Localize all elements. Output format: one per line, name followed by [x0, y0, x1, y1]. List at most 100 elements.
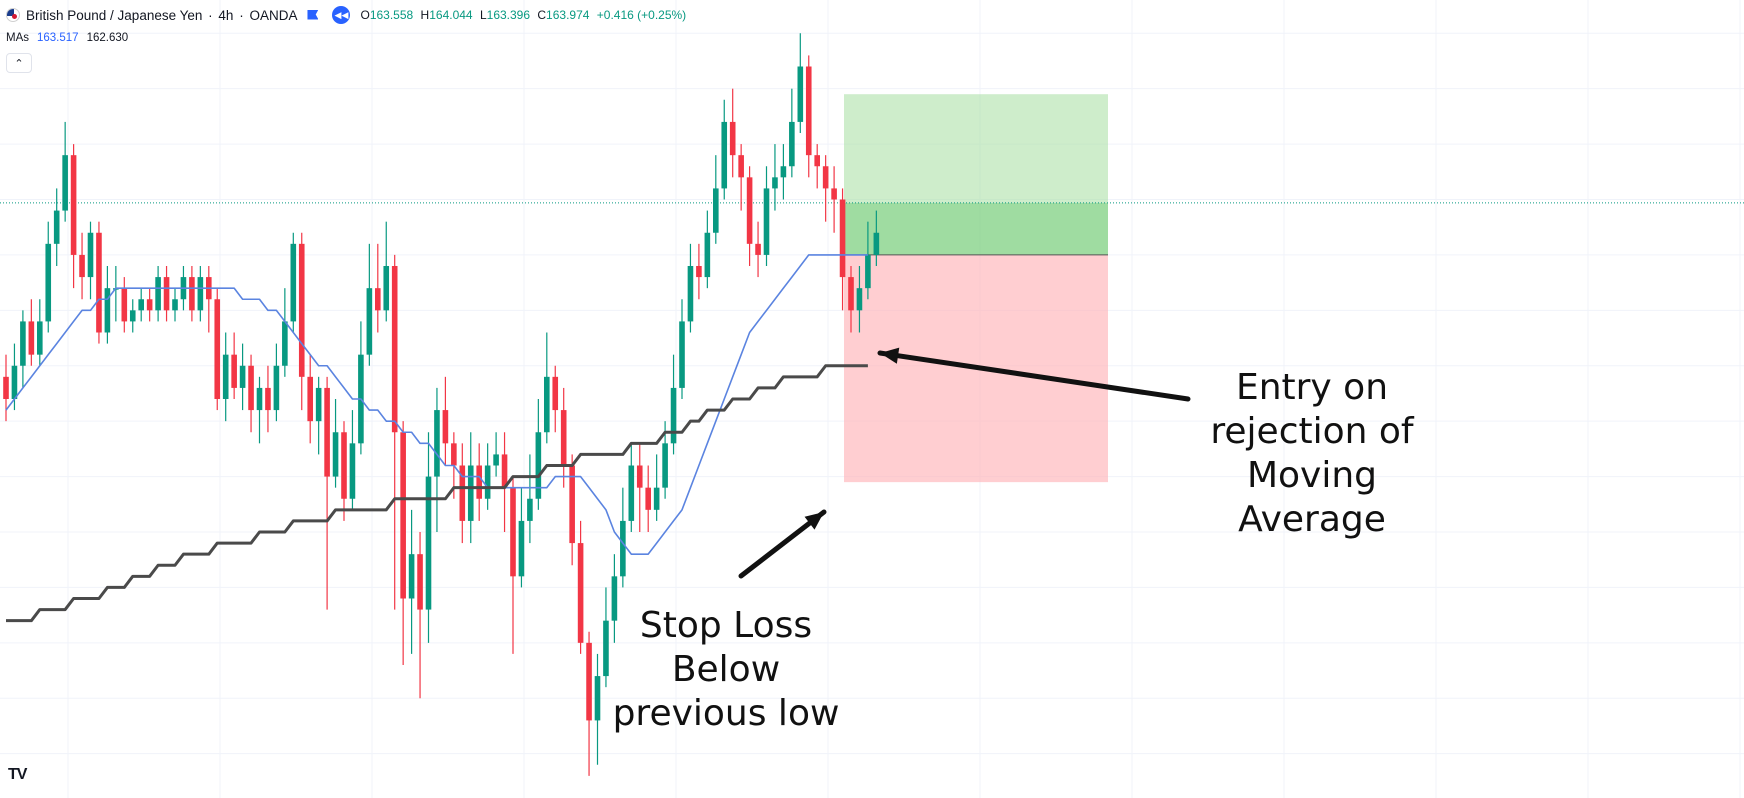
candle-body — [28, 321, 35, 355]
candle — [315, 376, 322, 455]
candle — [375, 243, 381, 333]
candle-body — [797, 66, 804, 122]
candle — [527, 454, 533, 544]
candle-body — [324, 387, 330, 477]
candle — [510, 476, 516, 654]
candle-body — [155, 277, 161, 311]
candle-body — [636, 465, 643, 488]
candle-body — [197, 277, 204, 311]
candle-body — [814, 155, 820, 167]
candle — [383, 221, 390, 322]
candle-body — [848, 277, 854, 311]
candle-body — [425, 476, 432, 610]
open-profit-zone — [844, 202, 1108, 255]
candle — [391, 254, 398, 610]
annotation-arrows — [738, 347, 1191, 579]
candle-body — [273, 365, 280, 411]
candle-body — [434, 410, 440, 477]
candle-body — [400, 432, 406, 599]
candle — [814, 144, 820, 189]
candle-body — [560, 410, 567, 466]
candle-body — [298, 243, 305, 377]
candle — [729, 88, 736, 178]
candle-body — [451, 443, 457, 466]
candle — [53, 188, 60, 266]
candle-body — [70, 155, 77, 255]
candle — [206, 266, 212, 333]
candle — [839, 188, 846, 311]
candle-body — [11, 365, 18, 399]
candle-body — [96, 232, 102, 333]
candle-body — [121, 288, 128, 322]
candle-body — [780, 166, 787, 178]
entry-annotation-line: Moving — [1246, 455, 1378, 496]
candle-body — [332, 432, 339, 477]
candle-body — [653, 487, 660, 510]
candle — [172, 288, 178, 322]
candle-body — [172, 299, 178, 311]
candle — [222, 332, 229, 422]
change-value: +0.416 (+0.25%) — [596, 8, 687, 22]
replay-rewind-icon[interactable]: ◀◀ — [332, 6, 351, 24]
candle — [28, 299, 35, 366]
candle — [434, 387, 440, 532]
stop-loss-annotation: Stop Loss Below previous low — [596, 604, 856, 736]
candle — [687, 243, 694, 333]
moving-averages — [5, 254, 868, 623]
candle-body — [290, 243, 297, 322]
candle — [70, 144, 77, 289]
candle — [721, 99, 728, 200]
entry-arrow — [877, 347, 1191, 402]
candle — [738, 144, 744, 211]
candle-body — [510, 487, 516, 577]
candle — [696, 243, 702, 300]
candle — [577, 520, 584, 654]
candle-body — [248, 365, 254, 411]
candle — [20, 310, 26, 388]
candle — [425, 432, 432, 643]
candle — [611, 554, 618, 643]
ma-slow-value: 162.630 — [86, 32, 129, 44]
ma-fast-line — [5, 254, 868, 555]
candle-body — [763, 188, 770, 255]
candle — [231, 332, 237, 399]
candle-body — [620, 520, 626, 577]
candle — [417, 532, 423, 699]
candle-body — [527, 498, 533, 521]
candle-body — [484, 465, 491, 499]
candle-body — [282, 321, 288, 366]
candle — [789, 88, 795, 178]
candle — [620, 487, 626, 588]
entry-annotation: Entry on rejection of Moving Average — [1192, 366, 1432, 542]
candle-body — [704, 232, 711, 278]
candle-body — [37, 321, 43, 355]
candle-body — [53, 210, 60, 244]
candle-body — [146, 299, 153, 311]
collapse-legend-button[interactable]: ⌃ — [6, 53, 32, 73]
candle-body — [239, 365, 246, 388]
candle-body — [856, 288, 863, 311]
candle-body — [577, 543, 584, 643]
candle — [603, 587, 609, 688]
symbol-name[interactable]: British Pound / Japanese Yen · 4h · OAND… — [26, 7, 298, 23]
candle-body — [805, 66, 812, 156]
candle-body — [20, 321, 26, 366]
candle — [586, 631, 592, 776]
flag-icon[interactable] — [307, 9, 320, 22]
candle — [755, 221, 761, 278]
symbol-legend: British Pound / Japanese Yen · 4h · OAND… — [6, 6, 686, 24]
candle-body — [865, 254, 871, 289]
tradingview-logo[interactable]: TV — [8, 766, 27, 783]
candle-body — [467, 465, 474, 521]
stop-annotation-line: Stop Loss — [639, 605, 813, 646]
candle-body — [729, 121, 736, 156]
candle-body — [79, 254, 85, 278]
candle-body — [104, 288, 111, 333]
candle — [214, 288, 221, 411]
candle — [653, 454, 660, 521]
candle-body — [535, 432, 542, 499]
indicator-legend[interactable]: MAs 163.517 162.630 — [6, 30, 128, 46]
candle-body — [772, 177, 778, 189]
entry-arrow-shaft — [877, 350, 1191, 402]
